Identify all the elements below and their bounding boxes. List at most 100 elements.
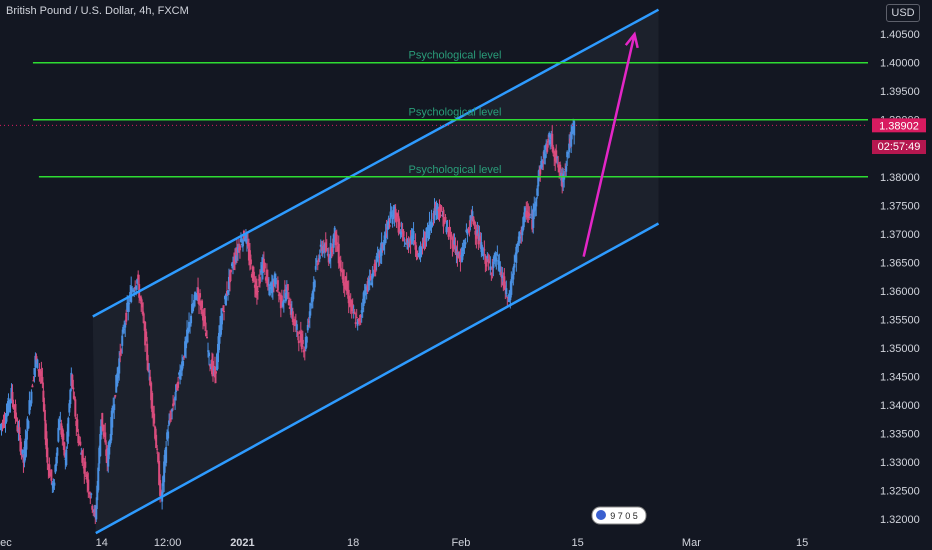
candle-body (45, 431, 48, 450)
candle-body (196, 294, 199, 300)
candle-body (563, 177, 566, 180)
candle-body (76, 419, 79, 432)
candle-body (163, 461, 166, 483)
candle-body (325, 248, 328, 250)
candle-body (77, 433, 80, 444)
candle-body (71, 374, 74, 388)
candle-body (458, 252, 461, 259)
bar-countdown: 02:57:49 (872, 140, 926, 154)
candle-body (544, 154, 547, 159)
candle-body (398, 222, 401, 227)
candle-body (36, 359, 39, 369)
candle-body (335, 234, 338, 244)
candle-body (444, 217, 447, 221)
channel-lower-line[interactable] (95, 222, 660, 535)
candle-body (14, 404, 17, 419)
candle-body (410, 235, 413, 241)
candle-body (58, 420, 61, 430)
candle-body (128, 303, 131, 305)
candle-body (391, 217, 394, 224)
candle-body (199, 293, 202, 298)
arrow-head (624, 31, 639, 49)
candle-body (525, 211, 528, 218)
time-tick-label: 15 (572, 537, 584, 549)
time-axis-bg (0, 536, 932, 550)
candle-body (207, 350, 210, 352)
candle-body (546, 144, 549, 152)
candle-body (519, 236, 522, 239)
candle-body (31, 385, 34, 388)
candle-body (314, 266, 317, 270)
candle-body (245, 238, 248, 244)
candle-body (32, 380, 35, 382)
candle-body (517, 241, 520, 246)
candle-body (99, 434, 102, 457)
price-tick-label: 1.32000 (880, 514, 920, 526)
candle-body (498, 261, 501, 270)
candle-body (81, 450, 84, 463)
candle-body (18, 427, 21, 434)
event-badge[interactable]: 9 7 0 5 (591, 506, 647, 525)
currency-button[interactable]: USD (886, 4, 920, 22)
candle-body (42, 390, 45, 402)
candle-body (158, 460, 161, 485)
candle-body (503, 276, 506, 289)
candle-body (186, 329, 189, 343)
candle-body (515, 246, 518, 263)
candle-body (454, 245, 457, 254)
candle-body (249, 259, 252, 265)
candle-body (156, 448, 159, 450)
candle-body (425, 227, 428, 242)
candle-body (311, 291, 314, 302)
candle-body (265, 269, 268, 280)
candle-body (402, 231, 405, 237)
candle-body (79, 441, 82, 446)
candle-body (315, 260, 318, 263)
candle-body (297, 340, 300, 344)
candle-body (347, 289, 350, 304)
candle-body (505, 288, 508, 295)
candle-body (522, 217, 525, 230)
candle-body (521, 227, 524, 236)
candle-body (219, 315, 222, 335)
candle-body (140, 297, 143, 304)
candle-body (309, 304, 312, 306)
candle-body (205, 332, 208, 337)
candle-body (97, 467, 100, 491)
last-price-tag: 1.38902 (879, 120, 919, 132)
time-axis[interactable]: ec 14 12:00 2021 18 Feb 15 Mar 15 (0, 536, 932, 550)
candle-body (267, 284, 270, 286)
candle-body (380, 241, 383, 256)
candle-body (471, 211, 474, 220)
price-axis[interactable]: 1.32000 1.32500 1.33000 1.33500 1.34000 1.345… (868, 0, 932, 550)
candle-body (282, 299, 285, 303)
flag-icon (596, 510, 606, 520)
time-tick-label: 15 (796, 537, 808, 549)
candle-body (534, 205, 537, 211)
candle-body (483, 249, 486, 251)
candle-body (266, 279, 269, 286)
candle-body (430, 219, 433, 227)
candle-body (171, 409, 174, 412)
candle-body (328, 257, 331, 262)
candle-body (308, 311, 311, 319)
candle-body (121, 335, 124, 346)
candle-body (165, 446, 168, 463)
candle-body (229, 269, 232, 273)
candle-body (313, 280, 316, 288)
projection-arrow[interactable] (582, 31, 639, 257)
candle-body (221, 309, 224, 311)
time-tick-label: 18 (347, 537, 359, 549)
candle-body (513, 263, 516, 268)
price-tick-label: 1.33000 (880, 457, 920, 469)
time-tick-label: 12:00 (154, 537, 182, 549)
candle-body (153, 413, 156, 424)
candle-body (183, 355, 186, 358)
candle-body (55, 456, 58, 466)
event-badge-bg (591, 506, 647, 525)
channel-upper-line[interactable] (92, 8, 660, 318)
candle-body (198, 295, 201, 305)
candle-body (172, 403, 175, 407)
